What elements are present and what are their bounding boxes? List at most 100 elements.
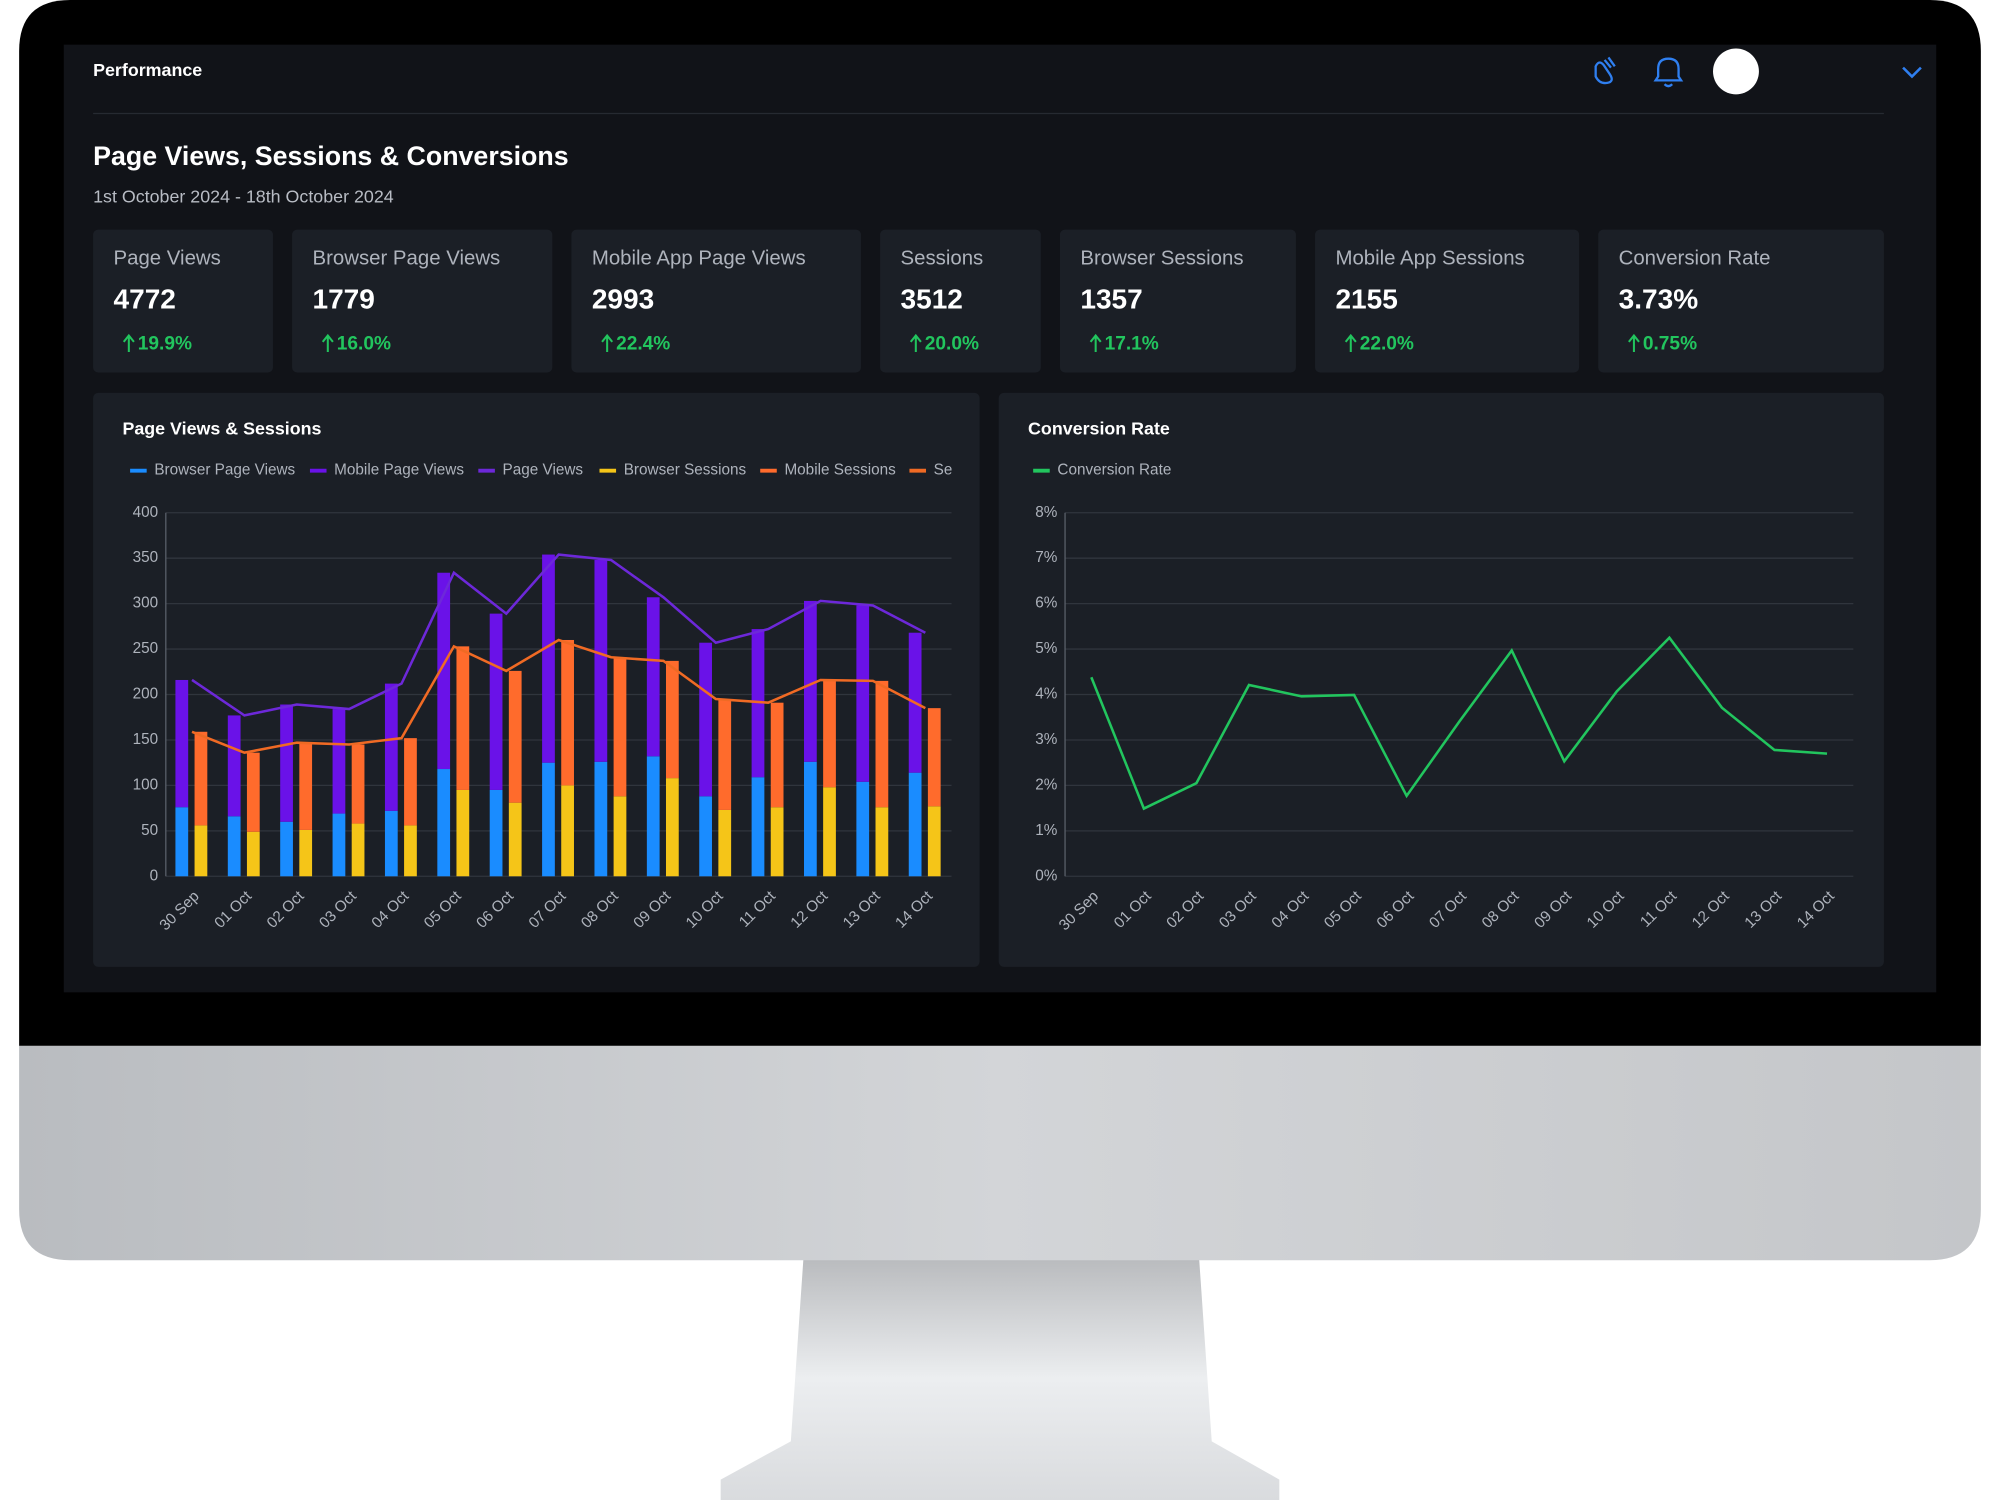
y-tick-label: 5% (1035, 640, 1058, 657)
series-line (191, 553, 926, 717)
up-arrow (1628, 333, 1640, 353)
bar-segment (646, 597, 660, 757)
up-arrow (122, 333, 135, 353)
chart-panel (998, 392, 1884, 967)
y-tick-label: 150 (133, 731, 159, 748)
bar-segment (718, 809, 732, 877)
bar-segment (594, 761, 608, 877)
bell-icon[interactable] (1653, 57, 1684, 88)
bar-segment (770, 807, 784, 877)
bar-segment (699, 642, 712, 797)
up-arrow (1089, 333, 1102, 353)
y-tick-label: 2% (1035, 776, 1058, 793)
bar-segment (456, 789, 470, 877)
section-title: Page Views, Sessions & Conversions (93, 141, 569, 171)
bar-segment (456, 646, 470, 790)
bar-segment (823, 679, 836, 788)
y-tick-label: 6% (1035, 595, 1058, 612)
y-tick-label: 7% (1035, 549, 1058, 566)
kpi-change: 17.1% (1105, 333, 1159, 354)
bar-segment (542, 762, 555, 877)
kpi-change: 0.75% (1643, 333, 1697, 354)
kpi-label: Mobile App Page Views (592, 247, 806, 269)
bar-segment (770, 702, 784, 808)
bar-segment (856, 781, 870, 877)
kpi-value: 2993 (592, 283, 654, 314)
bar-segment (803, 600, 817, 762)
kpi-value: 3512 (901, 283, 963, 314)
legend-label: Mobile Page Views (334, 462, 464, 479)
kpi-card (292, 229, 553, 373)
kpi-value: 1357 (1080, 283, 1142, 314)
kpi-card (571, 229, 861, 373)
bar-segment (280, 821, 293, 877)
y-tick-label: 300 (133, 595, 159, 612)
y-tick-label: 200 (133, 686, 159, 703)
chin (19, 1045, 1981, 1261)
series-line (191, 638, 926, 755)
app-title: Performance (93, 60, 202, 80)
bar-segment (299, 742, 313, 830)
kpi-label: Browser Page Views (312, 247, 500, 269)
y-tick-label: 50 (141, 822, 158, 839)
bar-segment (384, 810, 398, 877)
bar-segment (351, 744, 365, 824)
kpi-card (880, 229, 1041, 373)
bar-segment (384, 683, 398, 811)
kpi-value: 3.73% (1619, 283, 1699, 314)
up-arrow (1344, 333, 1357, 353)
kpi-change: 16.0% (337, 333, 391, 354)
y-tick-label: 350 (133, 549, 159, 566)
bar-segment (665, 778, 679, 877)
bar-segment (561, 785, 574, 877)
wave-icon[interactable] (1594, 56, 1616, 85)
kpi-change: 22.4% (616, 333, 670, 354)
bar-segment (875, 680, 889, 808)
kpi-label: Sessions (901, 247, 984, 269)
kpi-change: 20.0% (925, 333, 979, 354)
kpi-card (93, 229, 273, 373)
legend-label: Page Views (503, 462, 584, 479)
legend: Conversion Rate (1033, 462, 1171, 479)
bar-segment (489, 613, 503, 790)
bar-segment (227, 715, 241, 817)
legend-label: Browser Page Views (154, 462, 295, 479)
kpi-change: 22.0% (1360, 333, 1414, 354)
kpi-label: Conversion Rate (1619, 247, 1771, 269)
up-arrow (321, 333, 334, 353)
bar-segment (508, 802, 522, 877)
bar-segment (875, 807, 889, 877)
kpi-value: 1779 (312, 283, 374, 314)
legend-label: Conversion Rate (1057, 462, 1171, 479)
menu-chevron[interactable] (1902, 66, 1922, 79)
y-tick-label: 250 (133, 640, 159, 657)
up-arrow (601, 333, 614, 353)
y-tick-label: 8% (1035, 504, 1058, 521)
bar-segment (404, 825, 417, 877)
legend: Browser Page Views Mobile Page Views Page … (130, 462, 952, 479)
y-tick-label: 1% (1035, 822, 1058, 839)
bar-segment (246, 752, 260, 832)
kpi-label: Mobile App Sessions (1335, 247, 1524, 269)
chart-title: Conversion Rate (1028, 419, 1170, 439)
chart-title: Page Views & Sessions (122, 419, 321, 439)
bar-segment (927, 708, 941, 807)
bar-segment (175, 807, 189, 877)
avatar[interactable] (1713, 48, 1759, 95)
y-tick-label: 4% (1035, 686, 1058, 703)
bar-segment (299, 829, 313, 877)
bar-segment (646, 756, 660, 877)
kpi-change: 19.9% (138, 333, 192, 354)
kpi-label: Page Views (114, 247, 221, 269)
bar-segment (404, 738, 417, 826)
bar-segment (594, 560, 608, 762)
stand (720, 1256, 1280, 1500)
kpi-value: 2155 (1335, 283, 1397, 314)
bar-segment (751, 777, 765, 877)
bar-segment (194, 731, 208, 826)
bar-segment (561, 639, 574, 786)
bar-segment (194, 825, 208, 877)
bar-segment (332, 709, 346, 814)
